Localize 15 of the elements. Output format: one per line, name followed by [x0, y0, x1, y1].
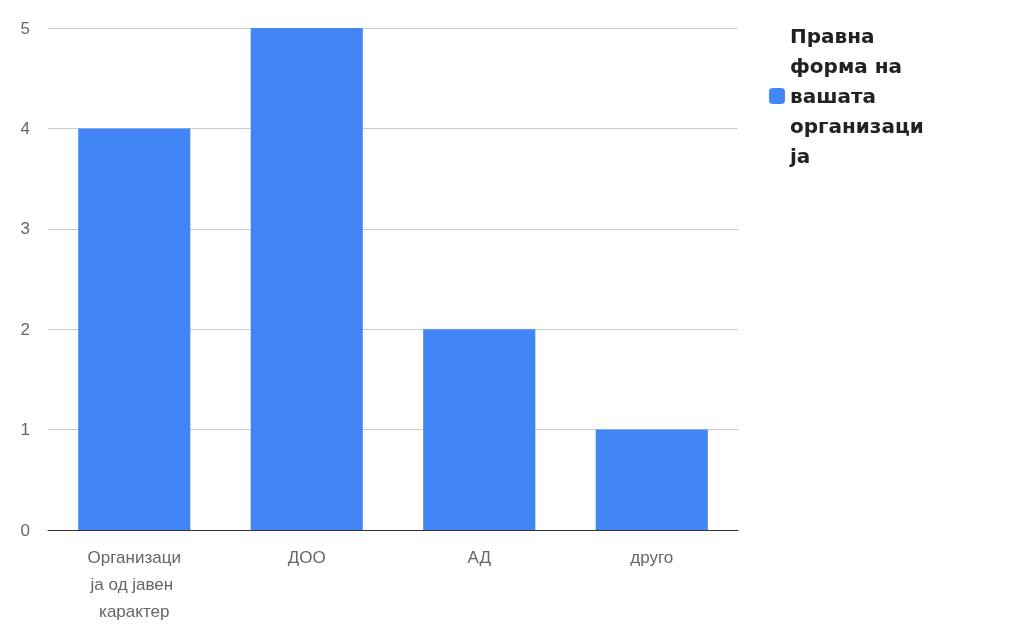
x-tick-label: Организација од јавен карактер: [87, 548, 181, 621]
x-tick-label: друго: [630, 548, 674, 567]
x-tick-label: АД: [467, 548, 492, 567]
y-tick-label: 4: [20, 118, 30, 138]
bar: [78, 128, 191, 530]
y-tick-label: 3: [20, 219, 30, 239]
bar: [423, 329, 536, 530]
y-tick-label: 1: [20, 420, 30, 440]
bar: [595, 429, 708, 530]
bar: [250, 28, 363, 530]
y-tick-label: 0: [20, 520, 30, 540]
x-tick-label: ДОО: [287, 548, 326, 567]
legend-label: Правна форма на вашата организација: [789, 24, 924, 168]
y-tick-label: 5: [20, 18, 30, 38]
y-tick-label: 2: [20, 319, 30, 339]
